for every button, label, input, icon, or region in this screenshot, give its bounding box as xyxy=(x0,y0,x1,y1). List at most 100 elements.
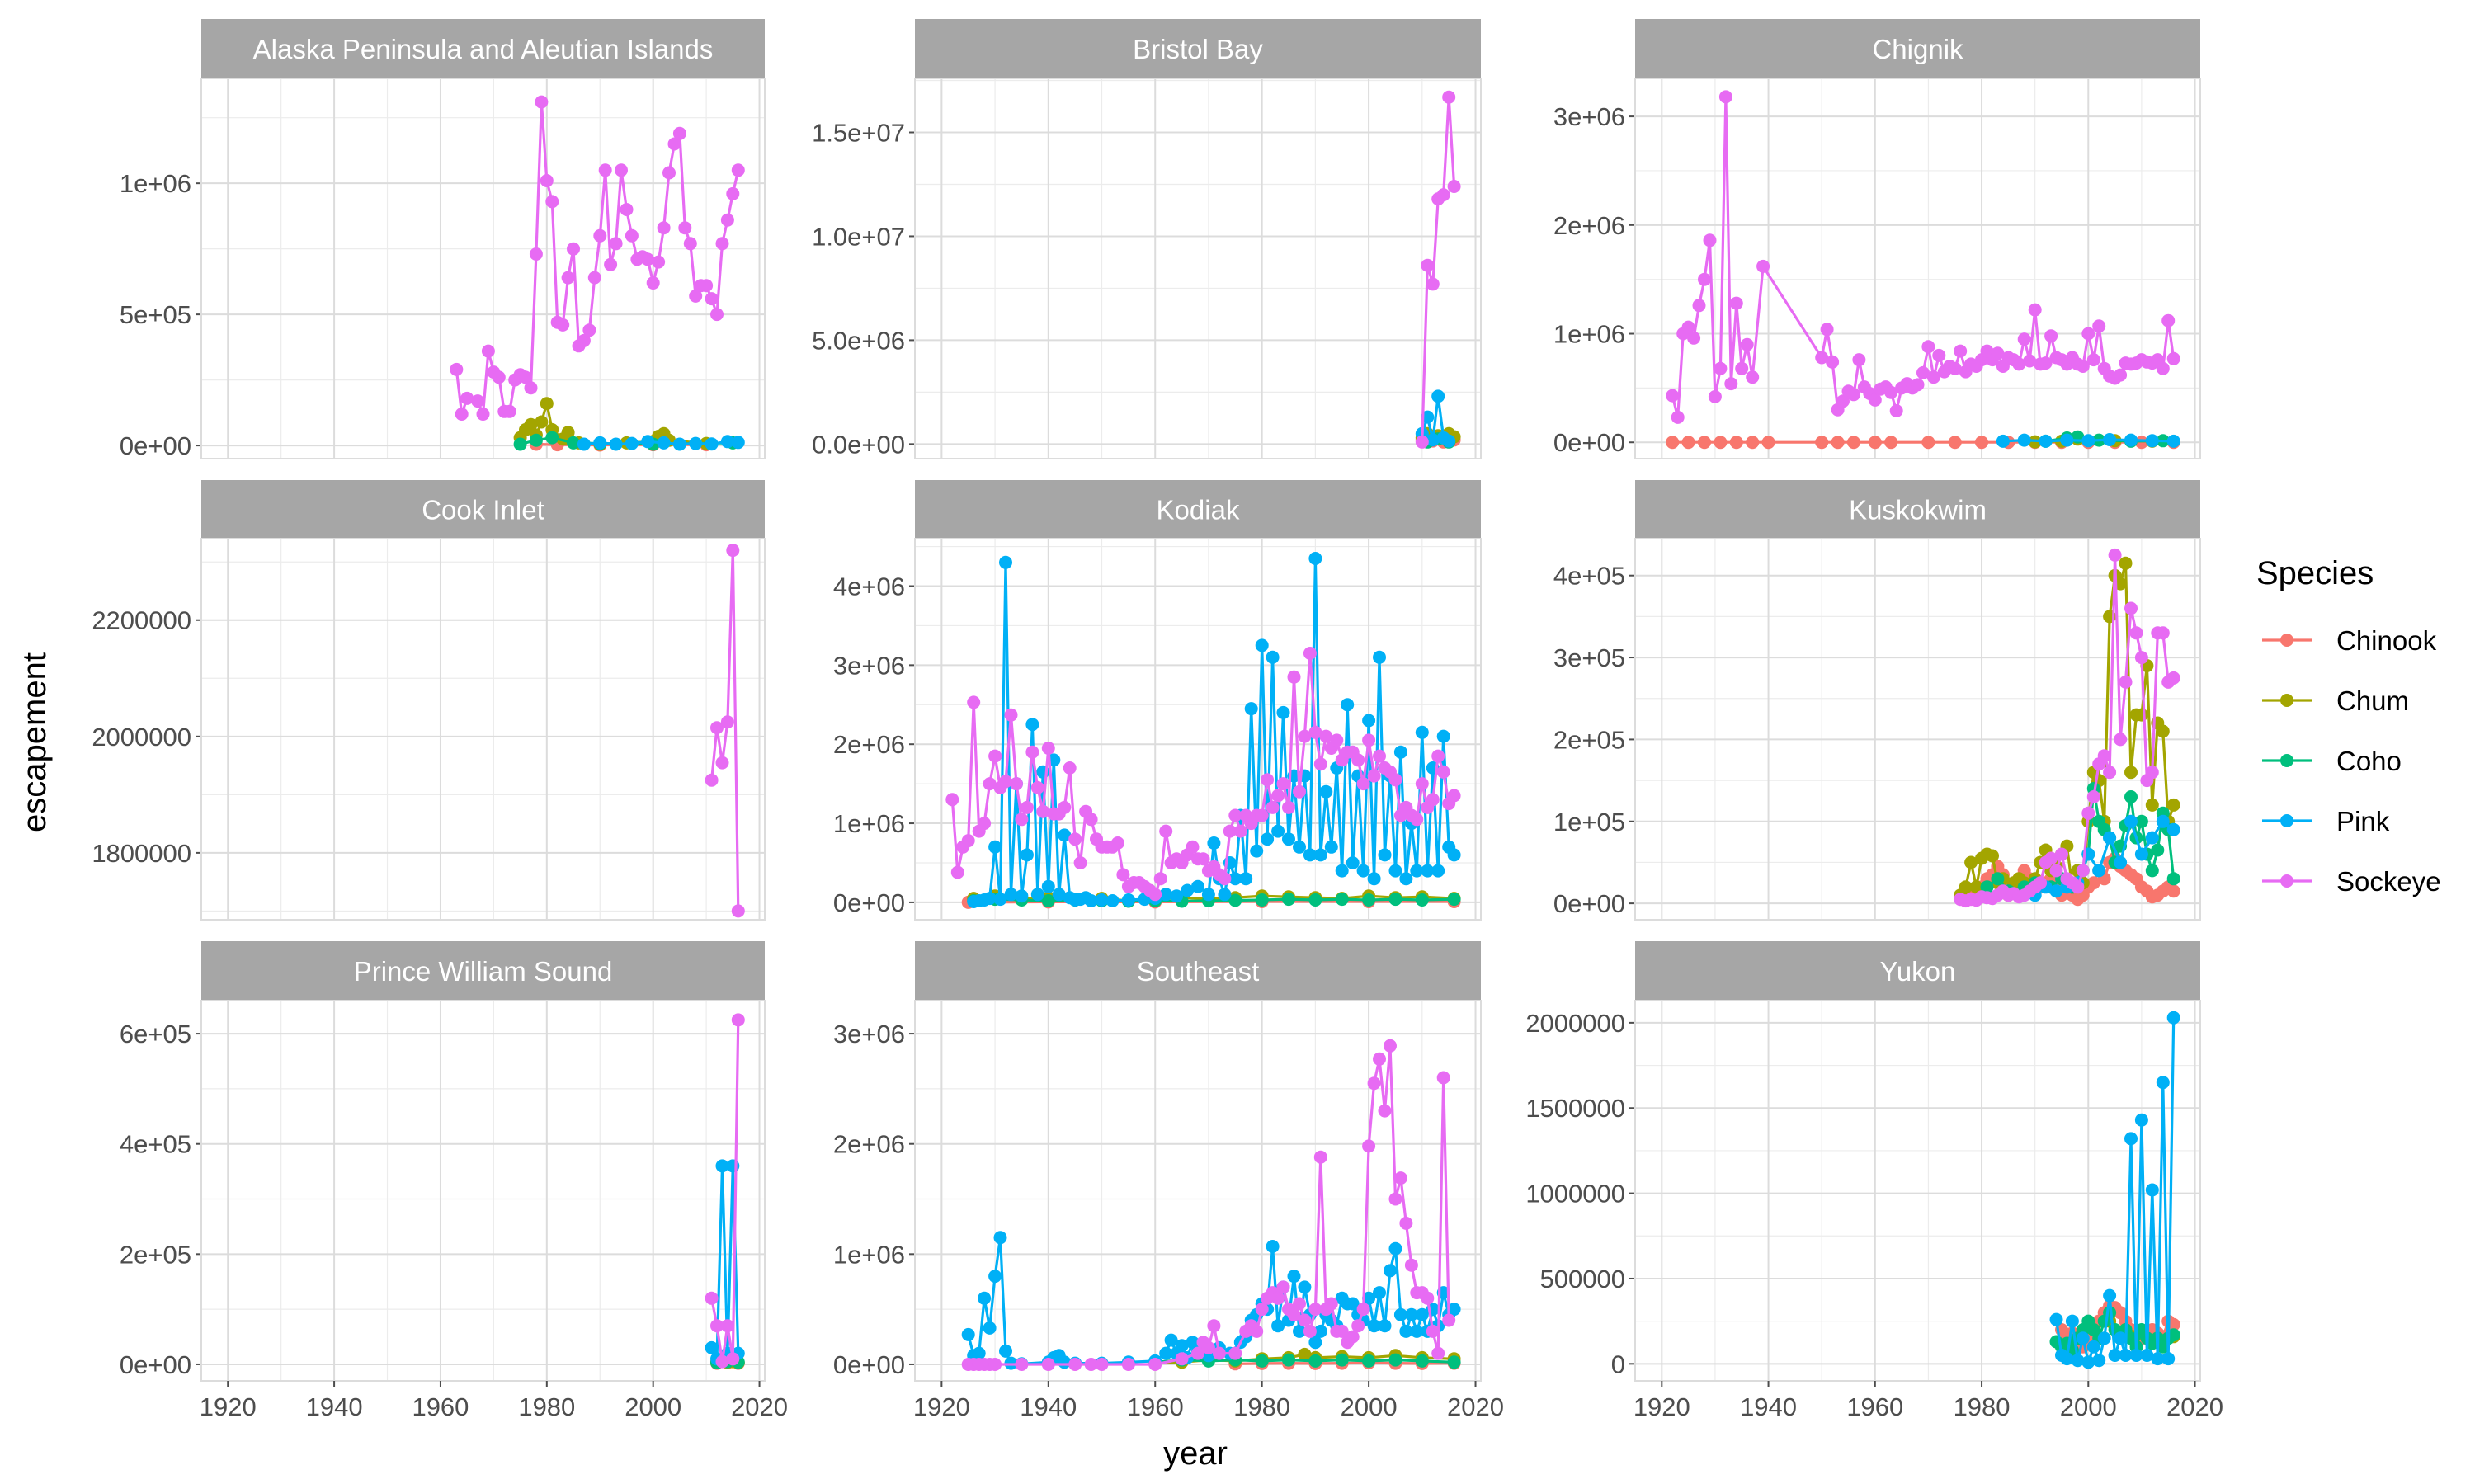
data-point-pink xyxy=(2145,434,2159,448)
data-point-pink xyxy=(2166,822,2180,836)
panel-border xyxy=(200,78,766,459)
panel-border xyxy=(1634,538,2201,921)
data-point-sockeye xyxy=(1335,1324,1349,1338)
data-point-pink xyxy=(2060,433,2074,447)
data-point-pink xyxy=(1410,864,1424,878)
data-point-sockeye xyxy=(460,391,474,405)
data-point-pink xyxy=(657,436,671,450)
data-point-sockeye xyxy=(950,865,964,879)
data-point-sockeye xyxy=(1378,1104,1392,1118)
data-point-coho xyxy=(1255,1354,1269,1368)
panel-title: Cook Inlet xyxy=(422,495,544,525)
data-point-sockeye xyxy=(587,271,601,285)
panel-title: Kodiak xyxy=(1157,495,1240,525)
panel-border xyxy=(914,78,1482,459)
data-point-chum xyxy=(2145,798,2159,812)
data-point-sockeye xyxy=(2134,651,2148,665)
data-point-sockeye xyxy=(1036,804,1050,818)
data-point-coho xyxy=(1980,880,1994,894)
data-point-sockeye xyxy=(1826,355,1840,369)
data-point-chinook xyxy=(2166,884,2180,898)
data-point-pink xyxy=(1181,883,1195,897)
data-point-pink xyxy=(1362,714,1376,728)
data-point-chinook xyxy=(1948,436,1962,450)
data-point-sockeye xyxy=(1442,1313,1456,1327)
data-point-pink xyxy=(2114,1331,2128,1345)
data-point-sockeye xyxy=(2124,601,2138,615)
data-point-sockeye xyxy=(502,404,516,418)
data-point-pink xyxy=(2145,1183,2159,1197)
data-point-pink xyxy=(1356,864,1370,878)
y-tick-label: 0e+00 xyxy=(833,888,905,917)
data-point-sockeye xyxy=(2156,626,2170,640)
data-point-pink xyxy=(1191,879,1204,893)
data-point-sockeye xyxy=(961,834,975,848)
data-point-pink xyxy=(1367,1319,1381,1333)
data-point-chum xyxy=(1959,880,1973,894)
data-point-chinook xyxy=(1847,436,1860,450)
data-point-sockeye xyxy=(988,749,1002,763)
data-point-pink xyxy=(1319,784,1333,799)
y-tick-label: 1e+06 xyxy=(833,1240,905,1269)
panel-border xyxy=(1634,78,2201,459)
data-point-sockeye xyxy=(715,1354,729,1369)
data-point-sockeye xyxy=(1159,824,1173,838)
data-point-sockeye xyxy=(598,163,612,177)
data-point-pink xyxy=(1276,705,1290,719)
x-tick-label: 1940 xyxy=(306,1392,363,1421)
data-point-sockeye xyxy=(593,228,607,243)
data-point-sockeye xyxy=(1218,872,1232,886)
legend-item-pink: Pink xyxy=(2262,806,2390,836)
data-point-sockeye xyxy=(1687,331,1701,345)
data-point-chinook xyxy=(1698,436,1711,450)
data-point-coho xyxy=(513,437,527,451)
data-point-pink xyxy=(1384,1264,1397,1278)
data-point-sockeye xyxy=(731,904,745,918)
data-point-sockeye xyxy=(1708,389,1722,403)
y-tick-label: 1.0e+07 xyxy=(812,222,905,251)
data-point-pink xyxy=(1084,894,1098,907)
panel-strip xyxy=(1635,480,2200,539)
y-tick-label: 0e+00 xyxy=(120,431,191,460)
x-tick-label: 2020 xyxy=(2166,1392,2223,1421)
panel-cook-inlet: Cook Inlet 1800000 2000000 2200000 xyxy=(92,480,766,921)
data-point-sockeye xyxy=(1426,793,1440,807)
data-point-sockeye xyxy=(1388,773,1402,787)
data-point-sockeye xyxy=(1447,789,1461,803)
data-point-sockeye xyxy=(1426,277,1440,291)
x-tick-label: 1940 xyxy=(1020,1392,1077,1421)
data-point-sockeye xyxy=(1030,780,1044,794)
panel-border xyxy=(200,538,766,921)
data-point-sockeye xyxy=(1063,761,1077,775)
data-point-sockeye xyxy=(1991,346,2005,360)
data-point-pink xyxy=(1308,1336,1322,1350)
data-point-coho xyxy=(1282,893,1295,907)
data-point-sockeye xyxy=(1884,385,1898,399)
data-point-sockeye xyxy=(1121,1358,1135,1371)
legend-key-point xyxy=(2280,754,2294,767)
facet-panels: Alaska Peninsula and Aleutian Islands 0e+… xyxy=(92,19,2223,1421)
data-point-sockeye xyxy=(2119,675,2133,689)
data-point-coho xyxy=(529,433,543,447)
data-point-sockeye xyxy=(535,95,549,109)
data-point-chum xyxy=(2134,708,2148,722)
data-point-sockeye xyxy=(2039,356,2053,370)
data-point-sockeye xyxy=(1692,299,1706,313)
data-point-sockeye xyxy=(1228,808,1242,822)
data-point-sockeye xyxy=(1313,1150,1327,1164)
data-point-pink xyxy=(1121,893,1135,907)
legend-key-point xyxy=(2280,814,2294,827)
data-point-sockeye xyxy=(1436,188,1450,202)
panel-kodiak: Kodiak 0e+00 1e+06 2e+06 3e+06 4e+06 xyxy=(833,480,1482,921)
data-point-chum xyxy=(1969,880,1983,894)
data-point-coho xyxy=(1335,1353,1349,1367)
data-point-sockeye xyxy=(1068,1358,1082,1371)
data-point-coho xyxy=(1415,893,1429,907)
data-point-sockeye xyxy=(1110,836,1124,850)
legend-item-chum: Chum xyxy=(2262,685,2409,716)
data-point-pink xyxy=(2114,855,2128,869)
y-tick-label: 0 xyxy=(1611,1350,1625,1378)
data-point-sockeye xyxy=(545,195,559,209)
data-point-sockeye xyxy=(1681,320,1695,334)
